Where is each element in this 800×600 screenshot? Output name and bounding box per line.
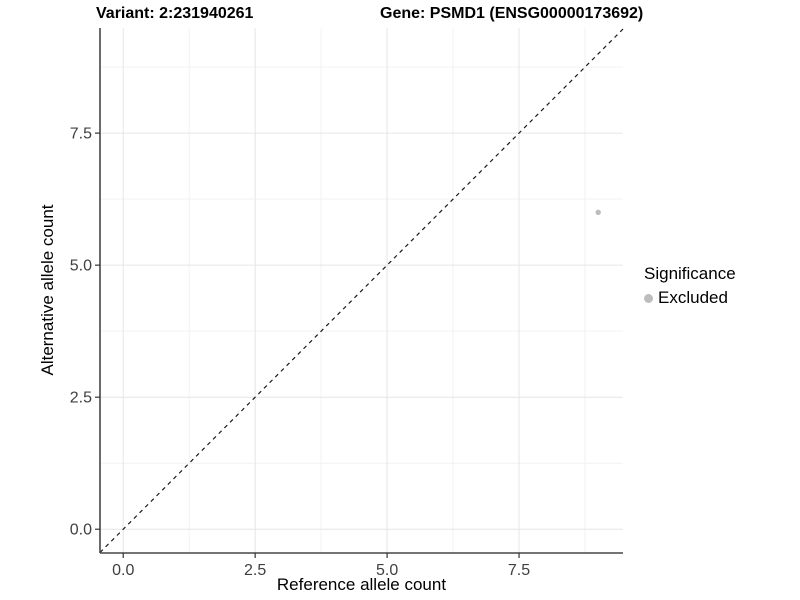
x-tick-label: 5.0 [376, 562, 398, 579]
y-tick-label: 0.0 [70, 522, 92, 539]
excluded-point-icon [644, 293, 653, 303]
gene-title: Gene: PSMD1 (ENSG00000173692) [380, 5, 644, 22]
y-tick-label: 2.5 [70, 390, 92, 407]
variant-title: Variant: 2:231940261 [96, 5, 254, 22]
data-point [595, 209, 601, 216]
identity-reference-line [99, 28, 624, 553]
x-tick-label: 2.5 [244, 562, 266, 579]
legend-title: Significance [644, 264, 736, 283]
legend-item-excluded: Excluded [644, 288, 736, 308]
y-axis-title: Alternative allele count [38, 204, 57, 376]
x-tick-label: 7.5 [508, 562, 530, 579]
y-tick-label: 7.5 [70, 126, 92, 143]
y-tick-label: 5.0 [70, 258, 92, 275]
legend: Significance Excluded [644, 264, 736, 308]
x-tick-label: 0.0 [112, 562, 134, 579]
legend-item-label: Excluded [658, 288, 728, 307]
x-axis-title: Reference allele count [276, 575, 447, 594]
